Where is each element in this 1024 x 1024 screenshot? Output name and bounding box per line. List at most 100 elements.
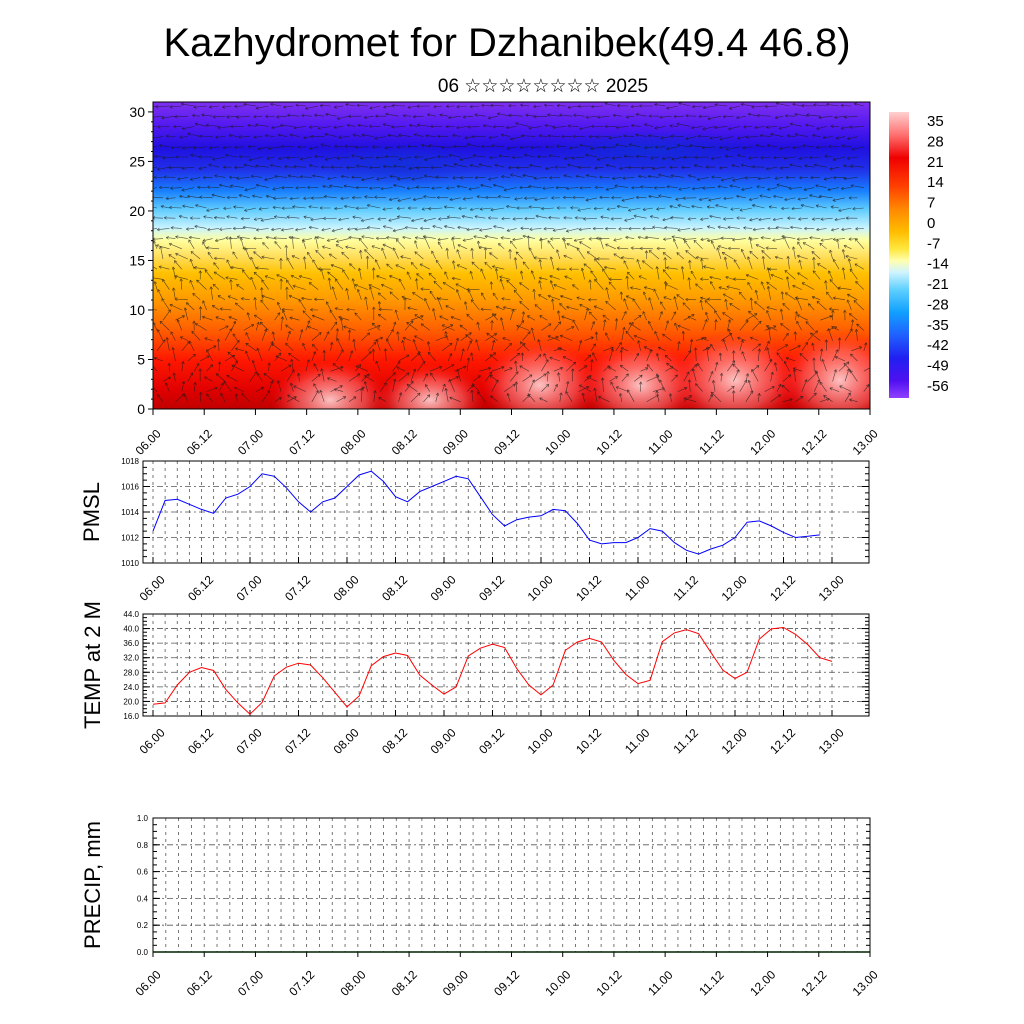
temp-x-tick-label: 09.00 [428,725,459,756]
precip-x-tick-label: 07.12 [286,967,317,998]
temp-axis-label: TEMP at 2 M [80,601,105,729]
pmsl-series-line [152,470,820,555]
heatmap-y-axis: 0 5 10 15 20 25 30 [129,104,153,417]
heatmap-x-tick-label: 12.12 [798,426,829,457]
pmsl-x-tick-label: 10.00 [525,572,556,603]
precip-x-tick-label: 09.12 [491,967,522,998]
heatmap-x-tick-label: 11.00 [645,427,676,458]
precip-x-tick-label: 07.00 [235,967,266,998]
heatmap-x-tick-label: 06.00 [133,426,164,457]
pmsl-x-tick-label: 09.00 [428,572,459,603]
precip-x-tick-label: 11.00 [645,968,676,999]
heatmap-x-tick-label: 08.00 [337,426,368,457]
precip-y-tick-label: 0.6 [137,868,149,877]
colorbar-labels: 35 28 21 14 7 0 -7 -14 -21 -28 -35 -42 -49 -56 [927,113,949,395]
precip-axis-label: PRECIP, mm [80,821,105,949]
precip-grid [152,818,871,952]
temp-y-tick-label: 28.0 [123,668,139,677]
heatmap-y-tick-label: 30 [129,104,145,120]
temp-x-tick-label: 08.00 [331,725,362,756]
heatmap-x-tick-label: 09.12 [491,426,522,457]
heatmap-y-tick-label: 5 [137,351,145,367]
wind-vectors [153,102,870,403]
chart-title: Kazhydromet for Dzhanibek(49.4 46.8) [163,21,850,65]
temp-x-tick-label: 06.12 [185,725,216,756]
temp-y-tick-label: 32.0 [123,654,139,663]
colorbar-label: 0 [927,215,935,232]
precip-x-tick-label: 12.12 [798,967,829,998]
pmsl-y-tick-label: 1016 [121,483,139,492]
precip-x-tick-label: 10.12 [594,967,625,998]
heatmap-x-tick-label: 07.00 [235,426,266,457]
heatmap-x-tick-label: 07.12 [286,426,317,457]
colorbar-scale [889,112,909,398]
colorbar-label: 7 [927,195,935,212]
colorbar-label: 21 [927,154,944,171]
temp-x-tick-label: 07.00 [234,725,265,756]
precip-y-tick-label: 0.4 [137,894,149,903]
heatmap-x-axis: 06.00 06.12 07.00 07.12 08.00 08.12 09.00 09.12… [133,409,881,458]
pmsl-x-tick-label: 08.00 [331,572,362,603]
heatmap-y-tick-label: 25 [129,153,145,169]
temp-x-tick-label: 10.12 [573,725,604,756]
pmsl-x-tick-label: 12.12 [767,572,798,603]
chart-subtitle: 06 ☆☆☆☆☆☆☆☆ 2025 [438,76,648,97]
temp-x-tick-label: 13.00 [816,725,847,756]
colorbar-label: -49 [927,358,949,375]
precip-x-tick-label: 12.00 [747,967,778,998]
cold-core [320,143,480,187]
pmsl-x-tick-label: 08.12 [379,572,410,603]
colorbar-label: -7 [927,235,940,252]
warm-core [670,330,800,409]
temp-x-tick-label: 09.12 [476,725,507,756]
warm-core [780,330,870,409]
pmsl-x-tick-label: 10.12 [573,572,604,603]
precip-x-tick-label: 09.00 [440,967,471,998]
colorbar: 35 28 21 14 7 0 -7 -14 -21 -28 -35 -42 -49 -56 [889,112,949,398]
pmsl-x-tick-label: 06.12 [185,572,216,603]
temp-y-tick-label: 40.0 [123,625,139,634]
precip-x-tick-label: 08.00 [337,967,368,998]
heatmap-y-tick-label: 10 [129,302,145,318]
heatmap-y-tick-label: 20 [129,203,145,219]
pmsl-x-tick-label: 12.00 [719,572,750,603]
precip-panel: PRECIP, mm 0.00.20.40.60.81.006.00 06.12 0… [80,814,881,999]
precip-x-tick-label: 11.12 [696,968,727,999]
precip-y-tick-label: 0.8 [137,841,149,850]
precip-y-tick-label: 1.0 [137,814,149,823]
warm-core [580,340,700,409]
precip-frame [152,817,871,953]
colorbar-label: 28 [927,133,944,150]
heatmap-x-tick-label: 08.12 [389,426,420,457]
colorbar-label: -35 [927,317,949,334]
precip-y-tick-label: 0.2 [137,921,149,930]
precip-x-tick-label: 06.12 [184,967,215,998]
pmsl-x-tick-label: 06.00 [137,572,168,603]
pmsl-y-tick-label: 1012 [121,534,139,543]
heatmap-y-tick-label: 0 [137,401,145,417]
heatmap-x-tick-label: 06.12 [184,426,215,457]
pmsl-x-tick-label: 07.00 [234,572,265,603]
heatmap-x-tick-label: 13.00 [850,426,881,457]
pmsl-x-tick-label: 11.00 [622,573,653,604]
temp-y-tick-label: 36.0 [123,639,139,648]
pmsl-y-tick-label: 1010 [121,559,139,568]
colorbar-label: 14 [927,174,944,191]
pmsl-axes: 1010 1012 1014 1016 1018 06.00 06.12 07.00 07.12… [121,457,869,604]
temp-axes: 16.0 20.0 24.0 28.0 32.0 36.0 40.0 44.0 06.00 06.… [123,610,869,757]
temp-frame [142,613,870,717]
heatmap-x-tick-label: 11.12 [696,427,727,458]
pmsl-panel: PMSL 1010 1012 1014 1016 1018 06.00 06.12 07.00… [79,457,870,604]
warm-core [480,340,600,409]
warm-core [375,365,485,409]
colorbar-label: -56 [927,378,949,395]
temp-series-line [152,626,833,715]
heatmap-x-tick-label: 10.00 [542,426,573,457]
precip-axes: 0.0 0.2 0.4 0.6 0.8 1.0 06.00 06.12 07.00 07.12 08… [133,814,881,999]
colorbar-label: -14 [927,256,949,273]
pmsl-frame [142,460,870,564]
precip-x-tick-label: 06.00 [133,967,164,998]
temp-x-tick-label: 10.00 [525,725,556,756]
precip-x-tick-label: 13.00 [850,967,881,998]
heatmap-x-tick-label: 09.00 [440,426,471,457]
